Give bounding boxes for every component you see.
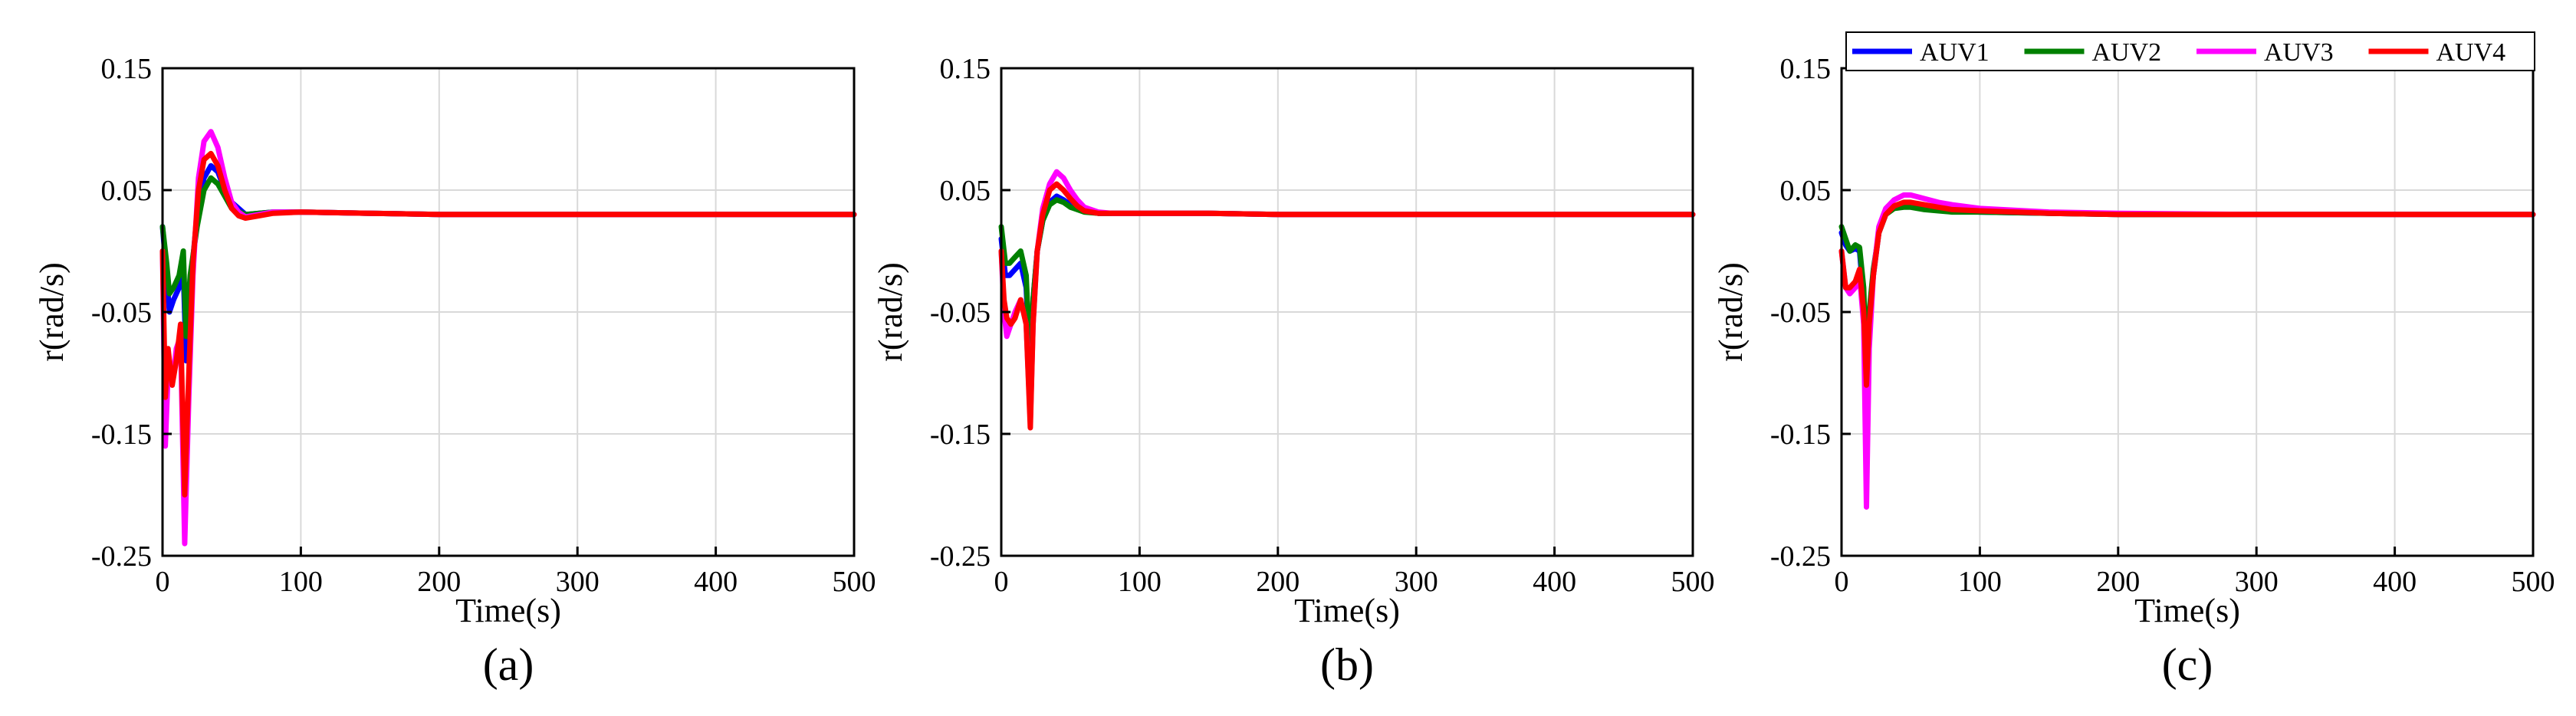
- x-tick-label: 200: [1256, 566, 1300, 598]
- series-line-auv4: [998, 181, 1696, 431]
- x-tick-label: 100: [1118, 566, 1162, 598]
- x-axis-title: Time(s): [2134, 592, 2240, 629]
- x-tick-label: 0: [1835, 566, 1849, 598]
- grid-lines: [163, 68, 854, 556]
- y-axis-title: r(rad/s): [33, 262, 71, 362]
- series-lines: [998, 169, 1696, 431]
- x-tick-label: 100: [1958, 566, 2002, 598]
- y-tick-label: 0.15: [1780, 53, 1832, 85]
- x-ticks: 0 100 200 300 400 500: [1835, 547, 2555, 598]
- x-axis-title: Time(s): [455, 592, 561, 629]
- chart-panel-a: 0 100 200 300 400 500 0.15 0.05 -0.05 -0.15 -0.25…: [33, 53, 876, 690]
- y-axis-title: r(rad/s): [872, 262, 909, 362]
- y-tick-label: -0.05: [91, 297, 152, 329]
- y-tick-label: 0.05: [1780, 175, 1832, 207]
- legend-label-auv1: AUV1: [1920, 38, 1990, 67]
- x-tick-label: 400: [2373, 566, 2417, 598]
- x-tick-label: 400: [694, 566, 738, 598]
- x-ticks: 0 100 200 300 400 500: [156, 547, 876, 598]
- x-ticks: 0 100 200 300 400 500: [994, 547, 1715, 598]
- chart-panel-c: 0 100 200 300 400 500 0.15 0.05 -0.05 -0.15 -0.25…: [1712, 31, 2555, 690]
- legend-label-auv3: AUV3: [2264, 38, 2334, 67]
- y-tick-label: 0.15: [940, 53, 991, 85]
- y-ticks: 0.15 0.05 -0.05 -0.15 -0.25: [91, 53, 172, 573]
- legend-label-auv4: AUV4: [2436, 38, 2506, 67]
- y-tick-label: -0.25: [930, 540, 991, 573]
- y-axis-title: r(rad/s): [1712, 262, 1750, 362]
- chart-panel-b: 0 100 200 300 400 500 0.15 0.05 -0.05 -0.15 -0.25…: [872, 53, 1715, 690]
- grid-lines: [1842, 68, 2533, 556]
- y-tick-label: -0.15: [91, 419, 152, 451]
- x-tick-label: 100: [279, 566, 323, 598]
- x-tick-label: 200: [417, 566, 461, 598]
- series-lines: [1838, 192, 2536, 510]
- x-axis-title: Time(s): [1294, 592, 1400, 629]
- x-tick-label: 300: [556, 566, 600, 598]
- y-tick-label: -0.15: [930, 419, 991, 451]
- y-ticks: 0.15 0.05 -0.05 -0.15 -0.25: [930, 53, 1010, 573]
- y-tick-label: -0.05: [1770, 297, 1831, 329]
- x-tick-label: 400: [1533, 566, 1576, 598]
- legend-label-auv2: AUV2: [2092, 38, 2162, 67]
- y-tick-label: -0.05: [930, 297, 991, 329]
- series-line-auv4: [1838, 199, 2536, 388]
- grid-lines: [1001, 68, 1693, 556]
- legend: AUV1 AUV2 AUV3 AUV4: [1845, 31, 2535, 71]
- panel-label: (c): [2162, 639, 2213, 690]
- y-tick-label: -0.25: [1770, 540, 1831, 573]
- series-lines: [159, 129, 857, 547]
- y-tick-label: -0.25: [91, 540, 152, 573]
- x-tick-label: 0: [994, 566, 1009, 598]
- x-tick-label: 200: [2096, 566, 2140, 598]
- x-tick-label: 0: [156, 566, 170, 598]
- x-tick-label: 500: [1671, 566, 1715, 598]
- y-tick-label: 0.05: [101, 175, 153, 207]
- y-tick-label: 0.15: [101, 53, 153, 85]
- y-ticks: 0.15 0.05 -0.05 -0.15 -0.25: [1770, 53, 1851, 573]
- x-tick-label: 500: [833, 566, 876, 598]
- x-tick-label: 500: [2512, 566, 2555, 598]
- x-tick-label: 300: [2235, 566, 2279, 598]
- series-line-auv4: [159, 150, 857, 498]
- y-tick-label: 0.05: [940, 175, 991, 207]
- panel-label: (b): [1320, 639, 1374, 690]
- y-tick-label: -0.15: [1770, 419, 1831, 451]
- x-tick-label: 300: [1395, 566, 1438, 598]
- panel-label: (a): [483, 639, 534, 690]
